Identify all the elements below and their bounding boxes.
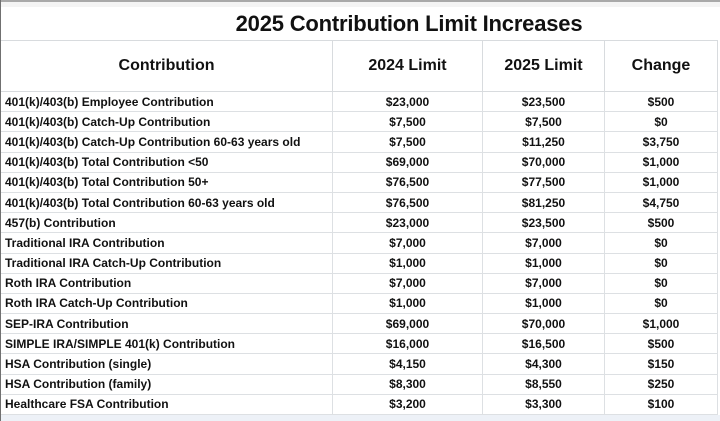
row-label-cell: HSA Contribution (family) [1, 374, 333, 394]
row-label-cell: 401(k)/403(b) Catch-Up Contribution 60-6… [1, 132, 333, 152]
value-cell: $0 [605, 273, 718, 293]
value-cell: $0 [605, 112, 718, 132]
value-cell: $250 [605, 374, 718, 394]
value-cell: $0 [605, 293, 718, 314]
table-row: 457(b) Contribution $23,000 $23,500 $500 [1, 213, 718, 234]
screenshot-bottom-band [0, 415, 720, 421]
value-cell: $1,000 [483, 293, 605, 314]
table-row: 401(k)/403(b) Total Contribution 50+ $76,… [1, 172, 718, 193]
value-cell: $3,750 [605, 132, 718, 152]
row-label-cell: 401(k)/403(b) Employee Contribution [1, 92, 333, 112]
value-cell: $7,500 [483, 112, 605, 132]
row-label-cell: Traditional IRA Catch-Up Contribution [1, 253, 333, 273]
value-cell: $7,000 [483, 233, 605, 253]
value-cell: $23,500 [483, 213, 605, 233]
value-cell: $4,750 [605, 192, 718, 213]
value-cell: $76,500 [333, 172, 483, 192]
value-cell: $7,500 [333, 112, 483, 132]
row-label-cell: Roth IRA Contribution [1, 273, 333, 293]
value-cell: $500 [605, 213, 718, 233]
value-cell: $69,000 [333, 152, 483, 172]
value-cell: $1,000 [483, 253, 605, 273]
value-cell: $16,000 [333, 334, 483, 354]
column-header-change: Change [605, 41, 718, 91]
value-cell: $150 [605, 354, 718, 374]
value-cell: $1,000 [605, 314, 718, 334]
value-cell: $77,500 [483, 172, 605, 192]
row-label-cell: 401(k)/403(b) Total Contribution <50 [1, 152, 333, 172]
table-row: Roth IRA Contribution $7,000 $7,000 $0 [1, 273, 718, 294]
value-cell: $0 [605, 253, 718, 273]
column-header-2025-limit: 2025 Limit [483, 41, 605, 91]
row-label-cell: Roth IRA Catch-Up Contribution [1, 293, 333, 314]
screenshot-left-edge [0, 0, 1, 421]
value-cell: $3,200 [333, 394, 483, 414]
row-label-cell: 401(k)/403(b) Total Contribution 60-63 y… [1, 192, 333, 213]
table-row: HSA Contribution (family) $8,300 $8,550 $25… [1, 374, 718, 395]
row-label-cell: 457(b) Contribution [1, 213, 333, 233]
table-row: Traditional IRA Contribution $7,000 $7,000… [1, 233, 718, 254]
value-cell: $23,500 [483, 92, 605, 112]
row-label-cell: Traditional IRA Contribution [1, 233, 333, 253]
value-cell: $70,000 [483, 314, 605, 334]
value-cell: $7,000 [333, 273, 483, 293]
table-header-row: Contribution 2024 Limit 2025 Limit Chang… [1, 41, 718, 92]
screenshot-top-edge [0, 0, 720, 2]
row-label-cell: SEP-IRA Contribution [1, 314, 333, 334]
table-row: SEP-IRA Contribution $69,000 $70,000 $1,000 [1, 314, 718, 335]
value-cell: $70,000 [483, 152, 605, 172]
value-cell: $500 [605, 334, 718, 354]
value-cell: $1,000 [333, 293, 483, 314]
table-row: 401(k)/403(b) Employee Contribution $23,0… [1, 92, 718, 113]
value-cell: $0 [605, 233, 718, 253]
value-cell: $11,250 [483, 132, 605, 152]
value-cell: $69,000 [333, 314, 483, 334]
value-cell: $1,000 [605, 172, 718, 192]
value-cell: $23,000 [333, 92, 483, 112]
column-header-contribution: Contribution [1, 41, 333, 91]
value-cell: $8,300 [333, 374, 483, 394]
table-row: SIMPLE IRA/SIMPLE 401(k) Contribution $16… [1, 334, 718, 355]
table-row: 401(k)/403(b) Total Contribution 60-63 y… [1, 192, 718, 214]
table-row: Traditional IRA Catch-Up Contribution $1,… [1, 253, 718, 274]
table-row: 401(k)/403(b) Catch-Up Contribution 60-6… [1, 132, 718, 153]
row-label-cell: HSA Contribution (single) [1, 354, 333, 374]
value-cell: $1,000 [605, 152, 718, 172]
table-row: Roth IRA Catch-Up Contribution $1,000 $1,0… [1, 293, 718, 315]
value-cell: $500 [605, 92, 718, 112]
value-cell: $3,300 [483, 394, 605, 414]
table-row: 401(k)/403(b) Total Contribution <50 $69,… [1, 152, 718, 173]
value-cell: $16,500 [483, 334, 605, 354]
value-cell: $7,000 [333, 233, 483, 253]
value-cell: $100 [605, 394, 718, 414]
table-body: 401(k)/403(b) Employee Contribution $23,0… [1, 92, 718, 415]
table-title: 2025 Contribution Limit Increases [235, 10, 583, 36]
value-cell: $4,300 [483, 354, 605, 374]
row-label-cell: 401(k)/403(b) Catch-Up Contribution [1, 112, 333, 132]
value-cell: $4,150 [333, 354, 483, 374]
screenshot-top-band [0, 2, 720, 7]
table-row: HSA Contribution (single) $4,150 $4,300 $15… [1, 354, 718, 375]
row-label-cell: SIMPLE IRA/SIMPLE 401(k) Contribution [1, 334, 333, 354]
table-row: Healthcare FSA Contribution $3,200 $3,300 $… [1, 394, 718, 415]
column-header-2024-limit: 2024 Limit [333, 41, 483, 91]
value-cell: $1,000 [333, 253, 483, 273]
table-row: 401(k)/403(b) Catch-Up Contribution $7,50… [1, 112, 718, 133]
value-cell: $81,250 [483, 192, 605, 213]
value-cell: $7,500 [333, 132, 483, 152]
row-label-cell: Healthcare FSA Contribution [1, 394, 333, 414]
contribution-limits-table: 2025 Contribution Limit Increases Contri… [1, 7, 718, 415]
value-cell: $76,500 [333, 192, 483, 213]
value-cell: $23,000 [333, 213, 483, 233]
table-title-row: 2025 Contribution Limit Increases [1, 7, 718, 41]
value-cell: $7,000 [483, 273, 605, 293]
value-cell: $8,550 [483, 374, 605, 394]
row-label-cell: 401(k)/403(b) Total Contribution 50+ [1, 172, 333, 192]
